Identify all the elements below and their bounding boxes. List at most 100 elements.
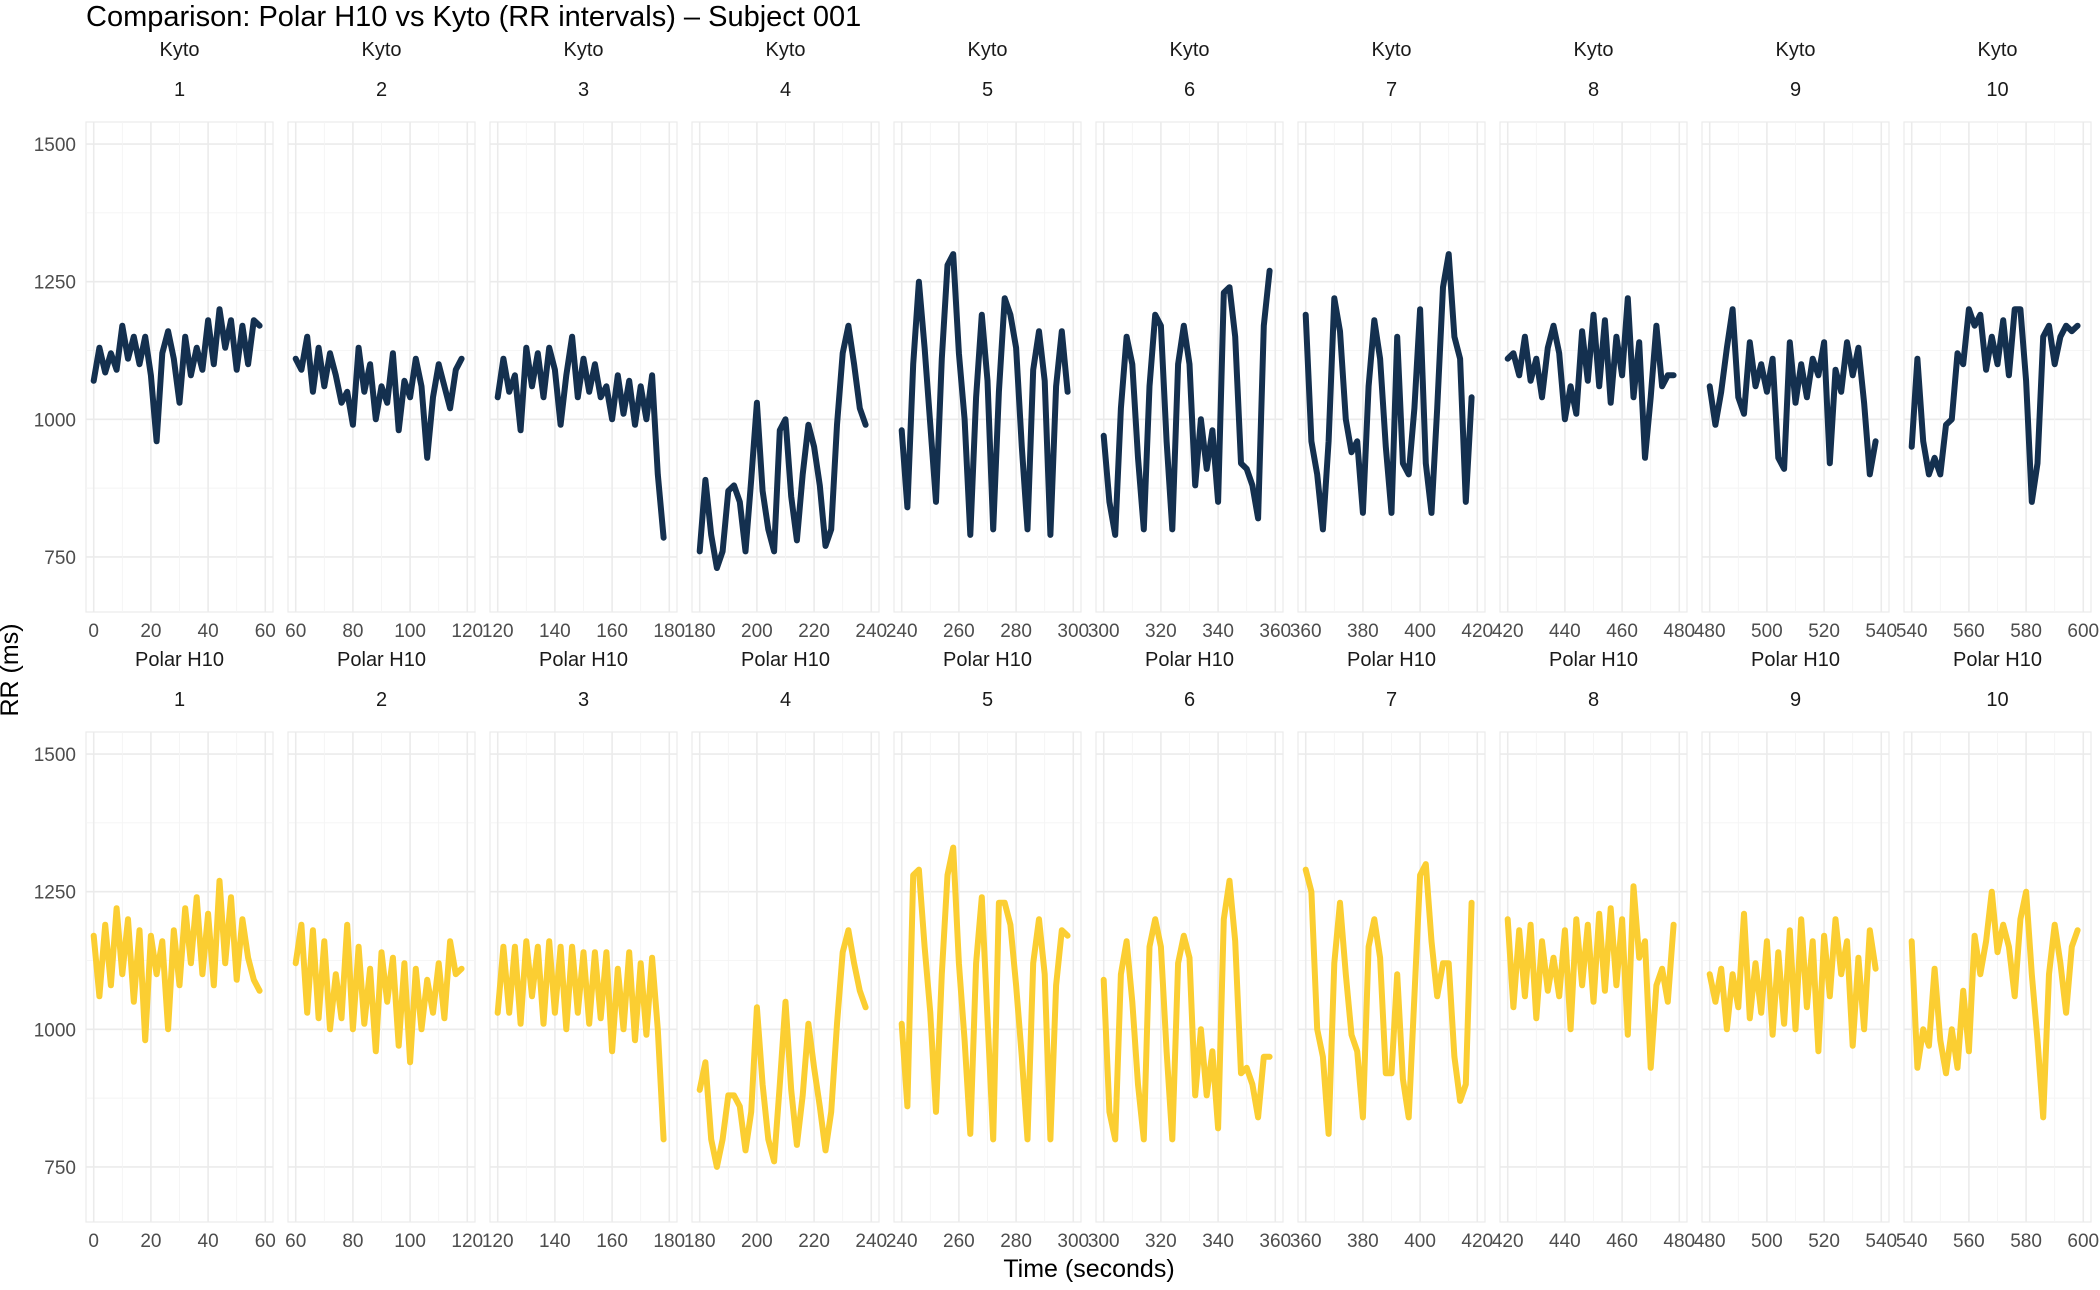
strip-device-label: Kyto	[1977, 39, 2017, 61]
strip-device-label: Polar H10	[1549, 649, 1638, 671]
x-tick-label: 220	[798, 621, 830, 642]
panel-kyto-10: Kyto 10 540 560 580 600	[1896, 39, 2099, 642]
x-tick-label: 300	[1088, 621, 1120, 642]
x-tick-label: 420	[1461, 1231, 1493, 1252]
x-tick-label: 540	[1896, 1231, 1928, 1252]
strip-panel-label: 5	[982, 689, 993, 711]
x-tick-label: 500	[1751, 1231, 1783, 1252]
x-tick-label: 120	[482, 1231, 514, 1252]
x-tick-label: 440	[1549, 1231, 1581, 1252]
x-tick-label: 60	[255, 1231, 276, 1252]
x-tick-label: 520	[1808, 1231, 1840, 1252]
x-tick-label: 140	[539, 1231, 571, 1252]
series-line-polar-9	[1706, 910, 1879, 1055]
x-tick-label: 0	[88, 1231, 99, 1252]
series-line-polar-7	[1302, 861, 1475, 1137]
strip-panel-label: 9	[1790, 689, 1801, 711]
series-line-polar-8	[1504, 883, 1677, 1071]
panel-polar-1: Polar H10 1 0 20 40 60	[85, 649, 276, 1252]
x-tick-label: 380	[1347, 621, 1379, 642]
strip-device-label: Polar H10	[943, 649, 1032, 671]
strip-device-label: Kyto	[1169, 39, 1209, 61]
panel-polar-9: Polar H10 9 480 500 520 540	[1694, 649, 1897, 1252]
strip-panel-label: 2	[376, 79, 387, 101]
x-tick-label: 420	[1492, 621, 1524, 642]
x-tick-label: 560	[1953, 621, 1985, 642]
panel-kyto-3: Kyto 3 120 140 160 180	[482, 39, 685, 642]
series-line-polar-4	[696, 927, 869, 1170]
series-line-kyto-7	[1302, 251, 1475, 533]
x-tick-label: 540	[1865, 1231, 1897, 1252]
series-line-polar-3	[494, 938, 667, 1143]
series-line-kyto-2	[292, 333, 465, 461]
strip-panel-label: 10	[1986, 79, 2008, 101]
x-tick-label: 440	[1549, 621, 1581, 642]
x-tick-label: 180	[653, 1231, 685, 1252]
series-line-polar-1	[90, 877, 263, 1044]
x-tick-label: 300	[1057, 1231, 1089, 1252]
x-tick-label: 360	[1290, 621, 1322, 642]
strip-panel-label: 4	[780, 79, 791, 101]
panel-kyto-2: Kyto 2 60 80 100 120	[285, 39, 483, 642]
x-tick-label: 60	[285, 621, 306, 642]
strip-device-label: Kyto	[1775, 39, 1815, 61]
strip-device-label: Kyto	[361, 39, 401, 61]
x-tick-label: 560	[1953, 1231, 1985, 1252]
strip-panel-label: 8	[1588, 79, 1599, 101]
strip-device-label: Kyto	[1371, 39, 1411, 61]
y-tick-label: 750	[44, 1158, 76, 1179]
x-axis-title: Time (seconds)	[1003, 1255, 1174, 1283]
x-tick-label: 120	[451, 621, 483, 642]
strip-device-label: Kyto	[563, 39, 603, 61]
series-line-kyto-1	[90, 306, 263, 445]
x-tick-label: 180	[684, 621, 716, 642]
panel-kyto-6: Kyto 6 300 320 340 360	[1088, 39, 1291, 642]
y-tick-label: 1500	[34, 745, 76, 766]
x-tick-label: 140	[539, 621, 571, 642]
x-tick-label: 220	[798, 1231, 830, 1252]
x-tick-label: 240	[855, 1231, 887, 1252]
x-tick-label: 320	[1145, 621, 1177, 642]
panel-kyto-4: Kyto 4 180 200 220 240	[684, 39, 887, 642]
strip-panel-label: 8	[1588, 689, 1599, 711]
strip-panel-label: 7	[1386, 689, 1397, 711]
x-tick-label: 340	[1202, 1231, 1234, 1252]
strip-device-label: Kyto	[967, 39, 1007, 61]
x-tick-label: 480	[1694, 1231, 1726, 1252]
x-tick-label: 300	[1088, 1231, 1120, 1252]
strip-device-label: Kyto	[159, 39, 199, 61]
x-tick-label: 240	[886, 621, 918, 642]
x-tick-label: 200	[741, 621, 773, 642]
strip-device-label: Polar H10	[741, 649, 830, 671]
x-tick-label: 180	[684, 1231, 716, 1252]
x-tick-label: 320	[1145, 1231, 1177, 1252]
panel-kyto-7: Kyto 7 360 380 400 420	[1290, 39, 1493, 642]
y-axis-title: RR (ms)	[0, 623, 24, 716]
strip-device-label: Polar H10	[539, 649, 628, 671]
strip-device-label: Polar H10	[1145, 649, 1234, 671]
x-tick-label: 260	[943, 621, 975, 642]
series-line-kyto-4	[696, 322, 869, 571]
x-tick-label: 420	[1461, 621, 1493, 642]
x-tick-label: 200	[741, 1231, 773, 1252]
strip-device-label: Polar H10	[1751, 649, 1840, 671]
series-line-kyto-5	[898, 251, 1071, 538]
x-tick-label: 400	[1404, 1231, 1436, 1252]
strip-panel-label: 4	[780, 689, 791, 711]
strip-device-label: Polar H10	[1347, 649, 1436, 671]
x-tick-label: 40	[198, 1231, 219, 1252]
panel-polar-7: Polar H10 7 360 380 400 420	[1290, 649, 1493, 1252]
y-tick-label: 1500	[34, 135, 76, 156]
x-tick-label: 100	[394, 1231, 426, 1252]
y-tick-label: 1250	[34, 273, 76, 294]
strip-panel-label: 10	[1986, 689, 2008, 711]
x-tick-label: 360	[1259, 621, 1291, 642]
strip-panel-label: 9	[1790, 79, 1801, 101]
strip-panel-label: 3	[578, 689, 589, 711]
x-tick-label: 20	[140, 1231, 161, 1252]
y-tick-label: 1000	[34, 410, 76, 431]
x-tick-label: 340	[1202, 621, 1234, 642]
panel-polar-6: Polar H10 6 300 320 340 360	[1088, 649, 1291, 1252]
